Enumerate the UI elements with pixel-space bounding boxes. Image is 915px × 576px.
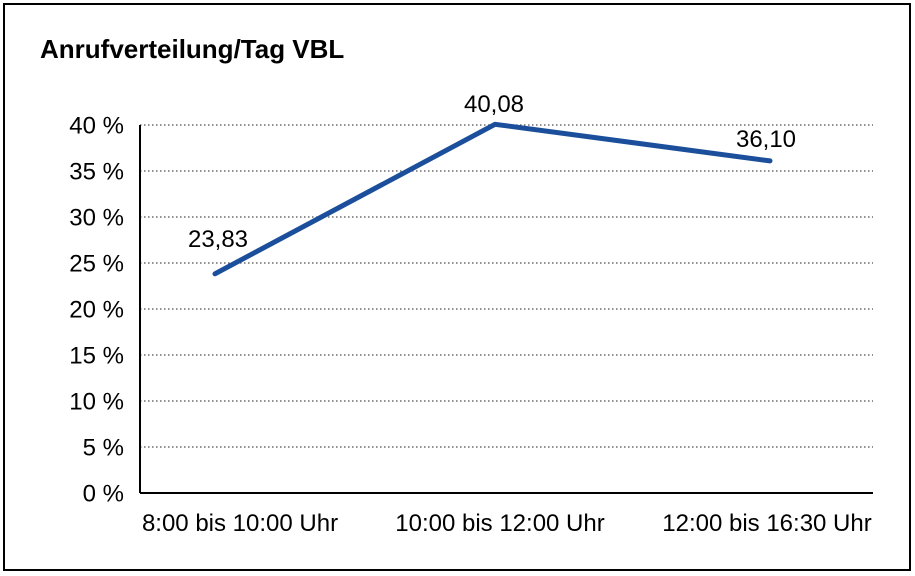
y-tick-label: 10 % [69, 389, 124, 416]
x-axis-labels: 8:00 bis 10:00 Uhr 10:00 bis 12:00 Uhr 12:… [142, 510, 872, 537]
data-label: 23,83 [188, 226, 248, 253]
gridlines [140, 124, 873, 448]
axes [139, 125, 873, 494]
y-tick-label: 25 % [69, 251, 124, 278]
y-tick-label: 30 % [69, 205, 124, 232]
data-line [212, 121, 773, 277]
y-tick-label: 5 % [83, 435, 124, 462]
data-label: 36,10 [736, 126, 796, 153]
y-axis-labels: 0 % 5 % 10 % 15 % 20 % 25 % 30 % 35 % 40 % [69, 113, 124, 508]
y-tick-label: 20 % [69, 297, 124, 324]
x-tick-label: 8:00 bis 10:00 Uhr [142, 510, 338, 537]
chart-border [3, 3, 911, 571]
x-tick-label: 12:00 bis 16:30 Uhr [662, 510, 871, 537]
y-tick-label: 15 % [69, 343, 124, 370]
chart-title: Anrufverteilung/Tag VBL [40, 34, 344, 64]
data-labels: 23,83 40,08 36,10 [188, 91, 796, 253]
data-label: 40,08 [464, 91, 524, 118]
y-tick-label: 0 % [83, 481, 124, 508]
y-tick-label: 35 % [69, 159, 124, 186]
y-tick-label: 40 % [69, 113, 124, 140]
data-series [212, 121, 773, 277]
x-tick-label: 10:00 bis 12:00 Uhr [395, 510, 604, 537]
